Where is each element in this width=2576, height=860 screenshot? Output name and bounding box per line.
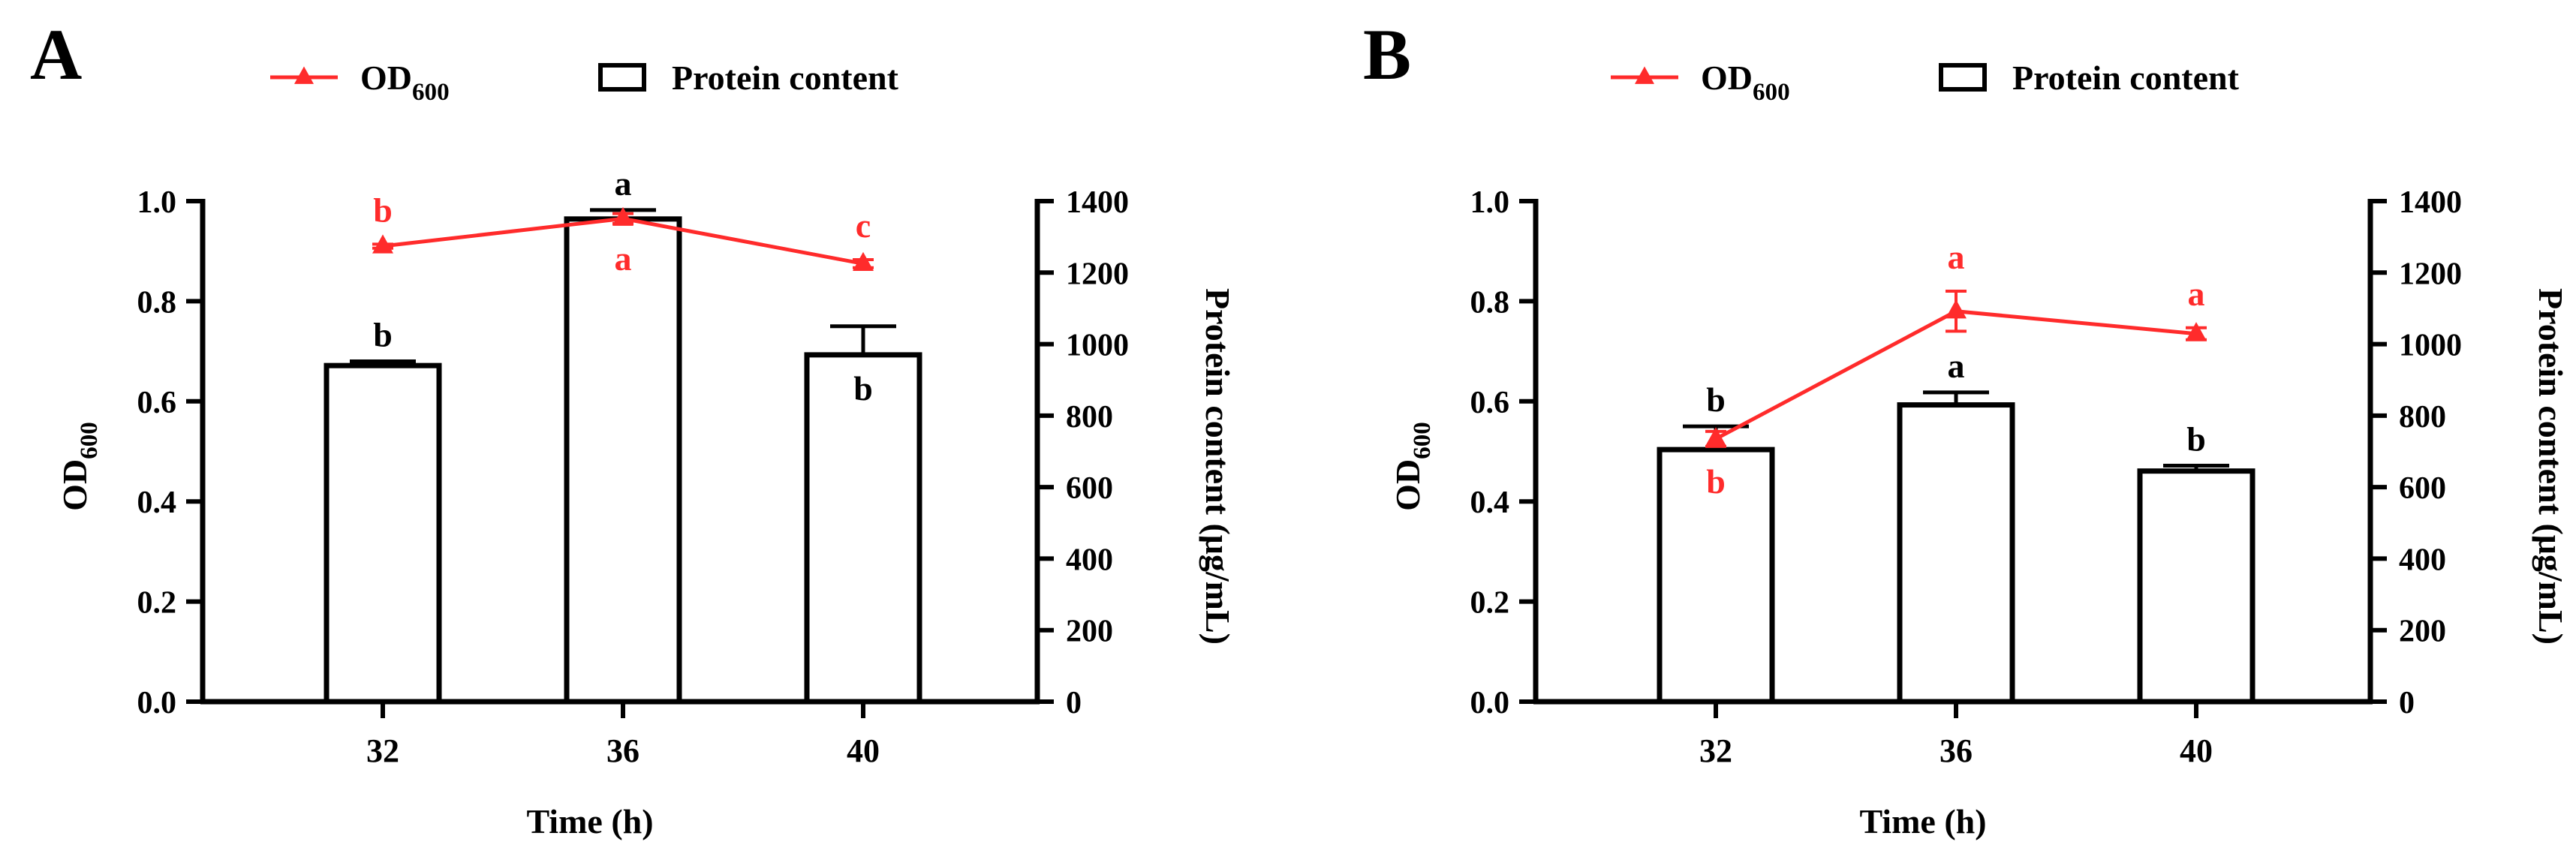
- od-point-marker-icon: [1946, 299, 1967, 319]
- right-y-axis-title-group: Protein content (μg/mL): [1199, 288, 1237, 645]
- panel-label: B: [1363, 14, 1411, 95]
- protein-bar: [804, 352, 922, 705]
- legend-od-marker-icon: [1635, 66, 1654, 84]
- right-y-tick-label: 200: [1066, 615, 1113, 649]
- legend-protein-label: Protein content: [2012, 59, 2240, 97]
- right-y-tick-label: 1000: [1066, 329, 1129, 363]
- od-significance-letter: a: [2188, 275, 2205, 313]
- x-tick-label: 32: [1699, 732, 1732, 769]
- legend-protein-swatch: [1939, 63, 1987, 92]
- legend: OD600 Protein content: [270, 59, 899, 106]
- left-y-axis-title: OD600: [1389, 422, 1436, 511]
- od-significance-letter: b: [373, 191, 393, 229]
- x-axis-title: Time (h): [1859, 802, 1986, 840]
- left-y-tick-label: 0.2: [137, 586, 177, 621]
- right-y-tick-label: 400: [2399, 543, 2446, 577]
- x-axis-title: Time (h): [526, 802, 653, 840]
- right-y-axis-title: Protein content (μg/mL): [2532, 288, 2570, 645]
- right-y-tick-label: 600: [2399, 471, 2446, 506]
- right-y-axis-title-group: Protein content (μg/mL): [2532, 288, 2570, 645]
- protein-bar: [564, 216, 682, 705]
- legend-od-label: OD600: [360, 59, 450, 106]
- od-point-marker-icon: [2186, 322, 2207, 341]
- legend: OD600 Protein content: [1611, 59, 2240, 106]
- od-significance-letter: a: [1948, 238, 1965, 276]
- right-y-tick-label: 800: [1066, 400, 1113, 435]
- panel-a: A OD600 Protein contentbabbac0.00.20.40.60…: [30, 14, 1237, 840]
- protein-significance-letter: a: [615, 164, 632, 203]
- x-tick-label: 40: [2180, 732, 2213, 769]
- left-y-tick-label: 0.0: [1470, 686, 1510, 720]
- od-significance-letter: b: [1706, 462, 1726, 501]
- legend-od-label-sub: 600: [1753, 78, 1790, 106]
- left-y-tick-label: 0.4: [137, 486, 177, 520]
- left-y-tick-label: 1.0: [1470, 185, 1510, 220]
- protein-bar: [324, 362, 442, 705]
- right-y-tick-label: 200: [2399, 615, 2446, 649]
- legend-protein-label: Protein content: [672, 59, 899, 97]
- left-y-axis-title-sub: 600: [75, 422, 103, 459]
- od-significance-letter: c: [856, 206, 871, 245]
- right-y-tick-label: 0: [2399, 686, 2415, 720]
- panel-b: B OD600 Protein contentbabbaa0.00.20.40.60…: [1363, 14, 2570, 840]
- protein-significance-letter: b: [2186, 420, 2206, 459]
- right-y-tick-label: 600: [1066, 471, 1113, 506]
- legend-od-label-sub: 600: [412, 78, 450, 106]
- right-y-tick-label: 1400: [2399, 185, 2462, 220]
- left-y-tick-label: 0.2: [1470, 586, 1510, 621]
- legend-od-label-main: OD: [1701, 59, 1753, 97]
- right-y-tick-label: 1200: [1066, 257, 1129, 291]
- left-y-axis-title-sub: 600: [1408, 422, 1436, 459]
- left-y-tick-label: 0.4: [1470, 486, 1510, 520]
- od-point-marker-icon: [1705, 427, 1726, 447]
- right-y-tick-label: 400: [1066, 543, 1113, 577]
- left-y-tick-label: 0.8: [137, 285, 177, 320]
- left-y-axis-title-group: OD600: [56, 422, 103, 511]
- legend-od-marker-icon: [294, 66, 314, 84]
- left-y-axis-title-main: OD: [56, 459, 94, 511]
- legend-od-label-main: OD: [360, 59, 412, 97]
- x-tick-label: 32: [366, 732, 399, 769]
- right-y-tick-label: 1400: [1066, 185, 1129, 220]
- left-y-tick-label: 0.0: [137, 686, 177, 720]
- right-y-tick-label: 1000: [2399, 329, 2462, 363]
- protein-bar: [1897, 402, 2015, 705]
- od-point-marker-icon: [372, 234, 393, 254]
- protein-bar: [2137, 468, 2256, 705]
- protein-significance-letter: b: [373, 315, 393, 353]
- od-significance-letter: a: [615, 239, 632, 278]
- left-y-tick-label: 0.6: [1470, 386, 1510, 420]
- od-point-marker-icon: [853, 251, 874, 271]
- left-y-axis-title: OD600: [56, 422, 103, 511]
- x-tick-label: 40: [847, 732, 880, 769]
- protein-significance-letter: b: [1706, 380, 1726, 419]
- protein-significance-letter: a: [1948, 347, 1965, 385]
- left-y-tick-label: 1.0: [137, 185, 177, 220]
- right-y-tick-label: 1200: [2399, 257, 2462, 291]
- left-y-tick-label: 0.6: [137, 386, 177, 420]
- panel-label: A: [30, 14, 82, 95]
- x-tick-label: 36: [606, 732, 639, 769]
- legend-protein-swatch: [598, 63, 646, 92]
- right-y-axis-title: Protein content (μg/mL): [1199, 288, 1237, 645]
- protein-significance-letter: b: [853, 369, 873, 407]
- right-y-tick-label: 800: [2399, 400, 2446, 435]
- legend-od-label: OD600: [1701, 59, 1790, 106]
- x-tick-label: 36: [1940, 732, 1973, 769]
- left-y-tick-label: 0.8: [1470, 285, 1510, 320]
- left-y-axis-title-group: OD600: [1389, 422, 1436, 511]
- right-y-tick-label: 0: [1066, 686, 1082, 720]
- od-point-marker-icon: [612, 206, 633, 226]
- left-y-axis-title-main: OD: [1389, 459, 1427, 511]
